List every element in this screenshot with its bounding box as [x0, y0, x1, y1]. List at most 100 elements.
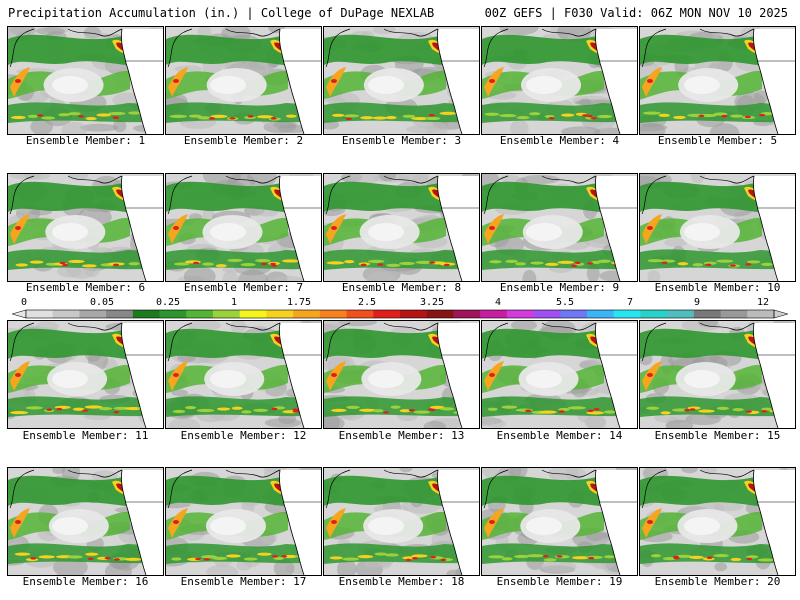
- ensemble-member-label: Ensemble Member: 10: [654, 281, 781, 294]
- colorbar-segment: [400, 310, 428, 318]
- header-title: Precipitation Accumulation (in.) | Colle…: [8, 6, 435, 20]
- colorbar-tick-label: 0.05: [89, 297, 115, 308]
- colorbar-tick-label: 7: [626, 297, 634, 308]
- ensemble-member-map[interactable]: [481, 320, 638, 429]
- ensemble-member-map[interactable]: [639, 320, 796, 429]
- colorbar-segment: [266, 310, 294, 318]
- ensemble-member-label: Ensemble Member: 7: [183, 281, 304, 294]
- precip-map-graphic: [482, 27, 637, 134]
- colorbar-segment: [720, 310, 748, 318]
- precip-map-graphic: [8, 321, 163, 428]
- precip-map-graphic: [640, 468, 795, 575]
- ensemble-member-map[interactable]: [7, 26, 164, 135]
- ensemble-member-label: Ensemble Member: 15: [654, 429, 781, 442]
- colorbar-tick-label: 0: [20, 297, 28, 308]
- precip-map-graphic: [640, 27, 795, 134]
- precip-map-graphic: [324, 27, 479, 134]
- precip-map-graphic: [324, 321, 479, 428]
- colorbar-segment: [239, 310, 267, 318]
- precip-map-graphic: [166, 174, 321, 281]
- ensemble-member-map[interactable]: [481, 26, 638, 135]
- colorbar-segment: [293, 310, 321, 318]
- colorbar-segment: [373, 310, 401, 318]
- ensemble-member-map[interactable]: [165, 26, 322, 135]
- ensemble-member-label: Ensemble Member: 11: [22, 429, 149, 442]
- colorbar-segment: [319, 310, 347, 318]
- ensemble-member-label: Ensemble Member: 3: [341, 134, 462, 147]
- ensemble-member-label: Ensemble Member: 1: [25, 134, 146, 147]
- ensemble-member-map[interactable]: [165, 320, 322, 429]
- ensemble-member-map[interactable]: [323, 26, 480, 135]
- ensemble-member-label: Ensemble Member: 5: [657, 134, 778, 147]
- ensemble-member-label: Ensemble Member: 16: [22, 575, 149, 588]
- colorbar-segment: [213, 310, 241, 318]
- precip-map-graphic: [482, 174, 637, 281]
- precip-map-graphic: [8, 27, 163, 134]
- colorbar-segment: [159, 310, 187, 318]
- precip-map-graphic: [640, 321, 795, 428]
- colorbar: 0 0.05 0.25 1 1.75 2.5 3.25 4 5.5 7 9 12: [10, 297, 790, 322]
- precip-map-graphic: [8, 174, 163, 281]
- ensemble-member-map[interactable]: [639, 467, 796, 576]
- colorbar-min-arrow: [10, 309, 27, 319]
- colorbar-segment: [560, 310, 588, 318]
- ensemble-member-label: Ensemble Member: 8: [341, 281, 462, 294]
- ensemble-member-label: Ensemble Member: 20: [654, 575, 781, 588]
- colorbar-segment: [132, 310, 160, 318]
- ensemble-member-map[interactable]: [165, 467, 322, 576]
- colorbar-segment: [747, 310, 775, 318]
- colorbar-max-arrow: [773, 309, 790, 319]
- precip-map-graphic: [166, 321, 321, 428]
- ensemble-member-label: Ensemble Member: 13: [338, 429, 465, 442]
- header: Precipitation Accumulation (in.) | Colle…: [0, 0, 800, 22]
- colorbar-segment: [613, 310, 641, 318]
- precip-map-graphic: [482, 321, 637, 428]
- colorbar-segment: [453, 310, 481, 318]
- ensemble-member-map[interactable]: [7, 320, 164, 429]
- ensemble-member-map[interactable]: [165, 173, 322, 282]
- ensemble-member-map[interactable]: [7, 467, 164, 576]
- precip-map-graphic: [640, 174, 795, 281]
- ensemble-member-label: Ensemble Member: 14: [496, 429, 623, 442]
- ensemble-member-map[interactable]: [639, 26, 796, 135]
- colorbar-segment: [640, 310, 668, 318]
- colorbar-tick-label: 12: [756, 297, 770, 308]
- ensemble-member-map[interactable]: [639, 173, 796, 282]
- colorbar-segment: [506, 310, 534, 318]
- colorbar-segment: [26, 310, 54, 318]
- ensemble-member-map[interactable]: [481, 467, 638, 576]
- ensemble-member-label: Ensemble Member: 2: [183, 134, 304, 147]
- colorbar-segment: [480, 310, 508, 318]
- ensemble-member-map[interactable]: [323, 320, 480, 429]
- colorbar-segment: [533, 310, 561, 318]
- header-valid-time: 00Z GEFS | F030 Valid: 06Z MON NOV 10 20…: [484, 6, 788, 20]
- ensemble-member-map[interactable]: [323, 173, 480, 282]
- colorbar-tick-label: 3.25: [419, 297, 445, 308]
- precip-map-graphic: [8, 468, 163, 575]
- precip-map-graphic: [482, 468, 637, 575]
- ensemble-member-map[interactable]: [481, 173, 638, 282]
- colorbar-segment: [52, 310, 80, 318]
- colorbar-segment: [79, 310, 107, 318]
- ensemble-member-map[interactable]: [7, 173, 164, 282]
- colorbar-segment: [106, 310, 134, 318]
- precip-map-graphic: [166, 27, 321, 134]
- precip-map-graphic: [166, 468, 321, 575]
- colorbar-segment: [693, 310, 721, 318]
- ensemble-member-label: Ensemble Member: 4: [499, 134, 620, 147]
- ensemble-member-label: Ensemble Member: 9: [499, 281, 620, 294]
- ensemble-member-label: Ensemble Member: 12: [180, 429, 307, 442]
- colorbar-segment: [186, 310, 214, 318]
- ensemble-member-map[interactable]: [323, 467, 480, 576]
- colorbar-tick-label: 2.5: [357, 297, 377, 308]
- colorbar-graphic: [10, 309, 790, 319]
- colorbar-tick-label: 0.25: [155, 297, 181, 308]
- colorbar-segment: [587, 310, 615, 318]
- colorbar-tick-label: 4: [494, 297, 502, 308]
- precip-map-graphic: [324, 468, 479, 575]
- ensemble-member-label: Ensemble Member: 19: [496, 575, 623, 588]
- colorbar-segment: [346, 310, 374, 318]
- ensemble-member-label: Ensemble Member: 18: [338, 575, 465, 588]
- colorbar-tick-label: 9: [693, 297, 701, 308]
- colorbar-tick-label: 5.5: [555, 297, 575, 308]
